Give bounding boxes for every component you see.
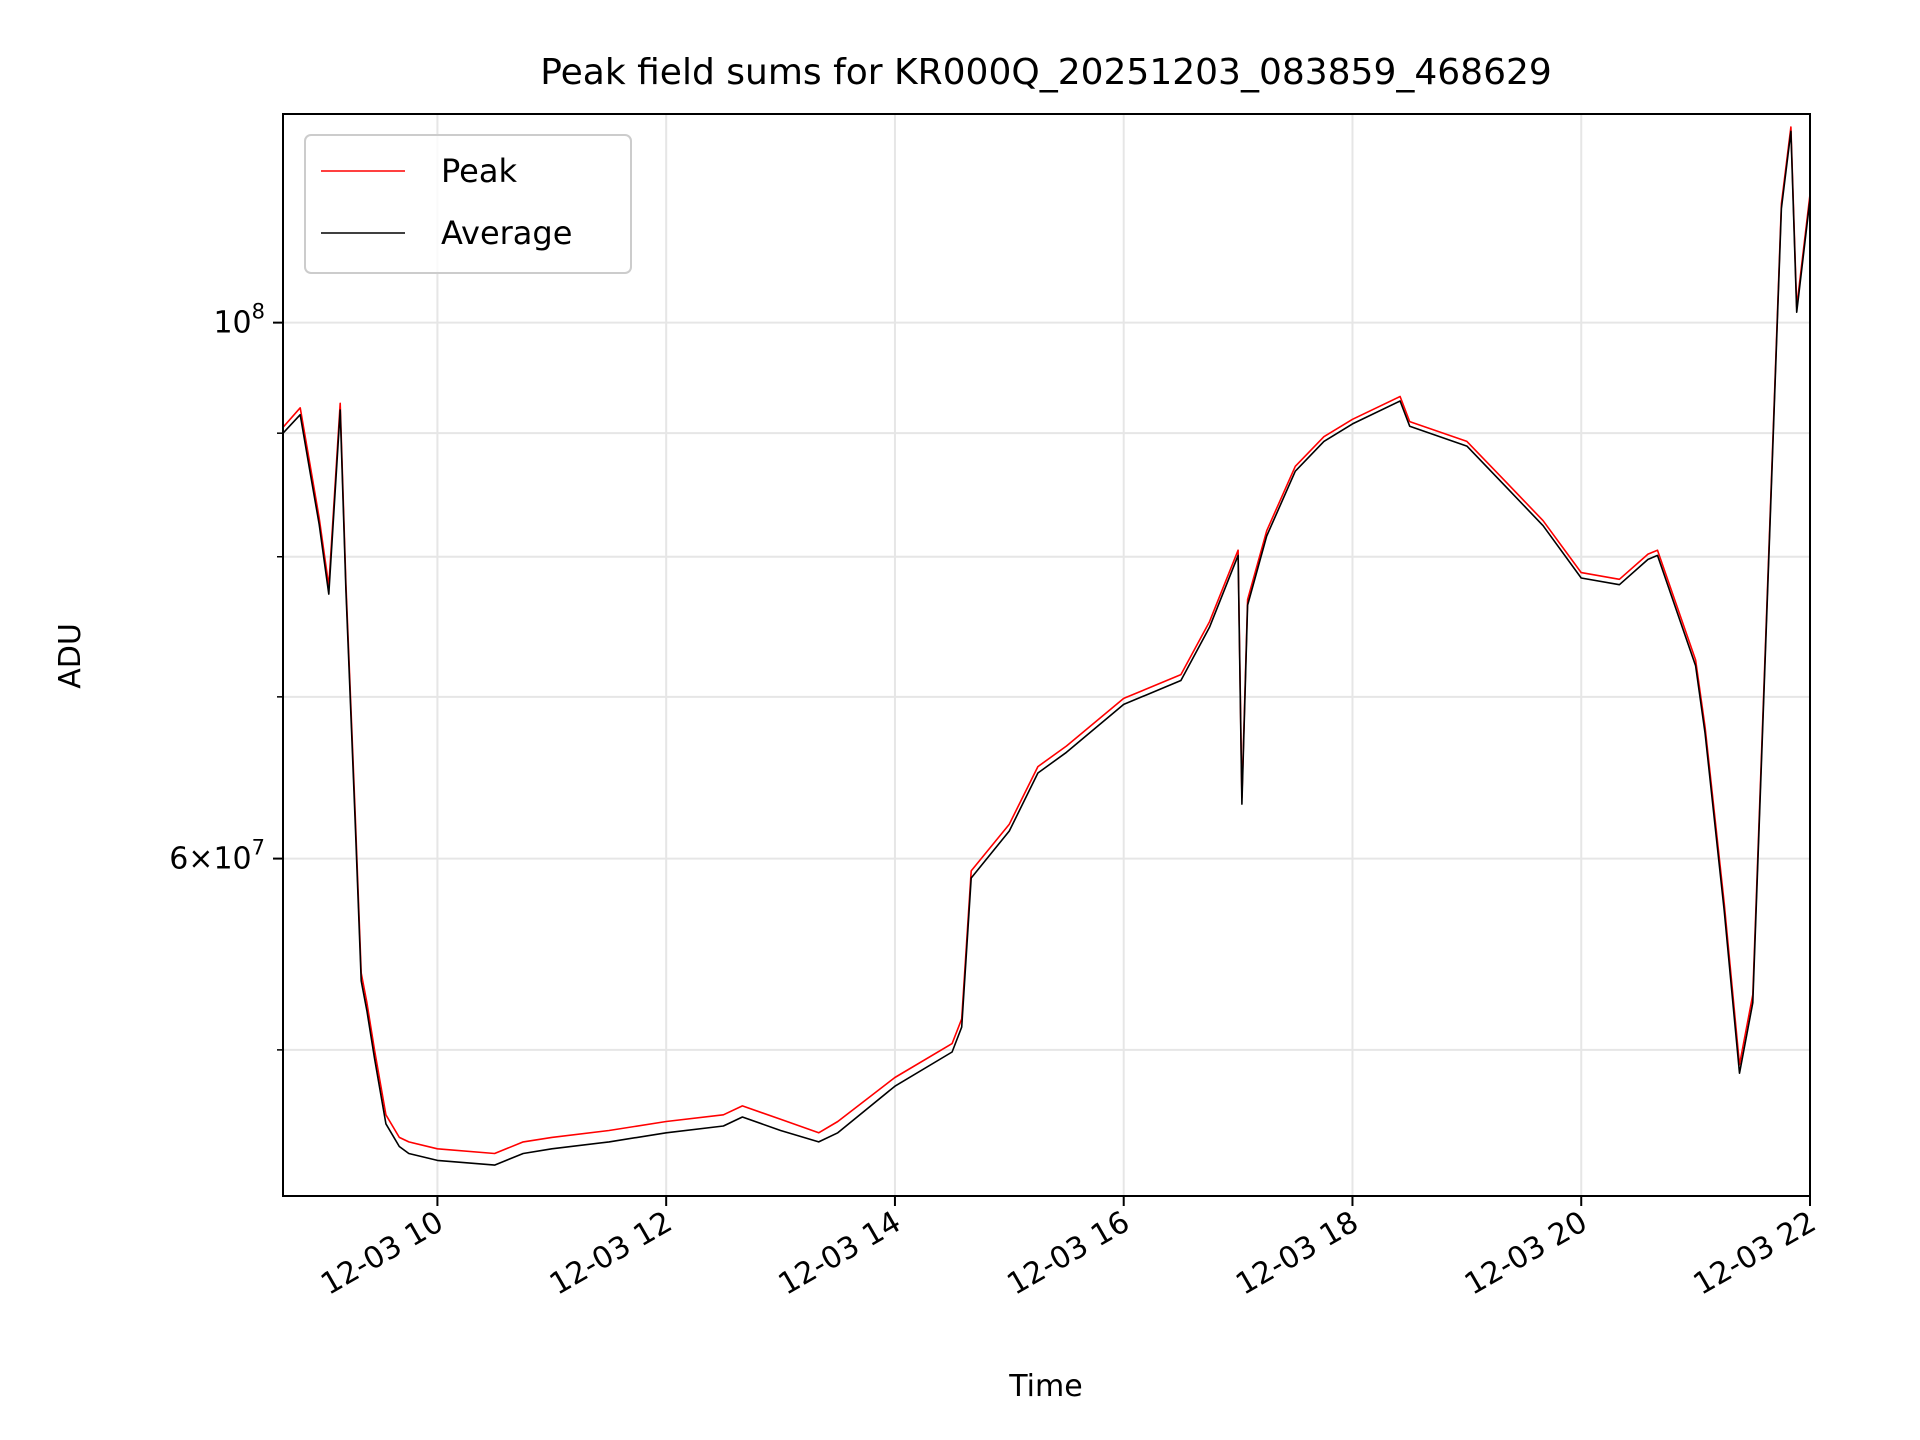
legend: Peak Average [304, 134, 632, 274]
plot-area [283, 126, 1810, 1166]
axes-frame [282, 113, 1811, 1197]
y-tick-label: 6×107 [169, 836, 265, 877]
legend-label-peak: Peak [441, 152, 517, 190]
grid [283, 114, 1811, 1196]
x-axis-label: Time [1008, 1369, 1082, 1404]
y-tick-label: 108 [213, 300, 265, 341]
series-line-peak [283, 126, 1810, 1155]
y-axis-label: ADU [53, 623, 88, 689]
chart-title: Peak field sums for KR000Q_20251203_0838… [540, 52, 1552, 93]
series-line-average [283, 130, 1810, 1166]
legend-label-average: Average [441, 214, 572, 252]
legend-box [304, 134, 632, 274]
